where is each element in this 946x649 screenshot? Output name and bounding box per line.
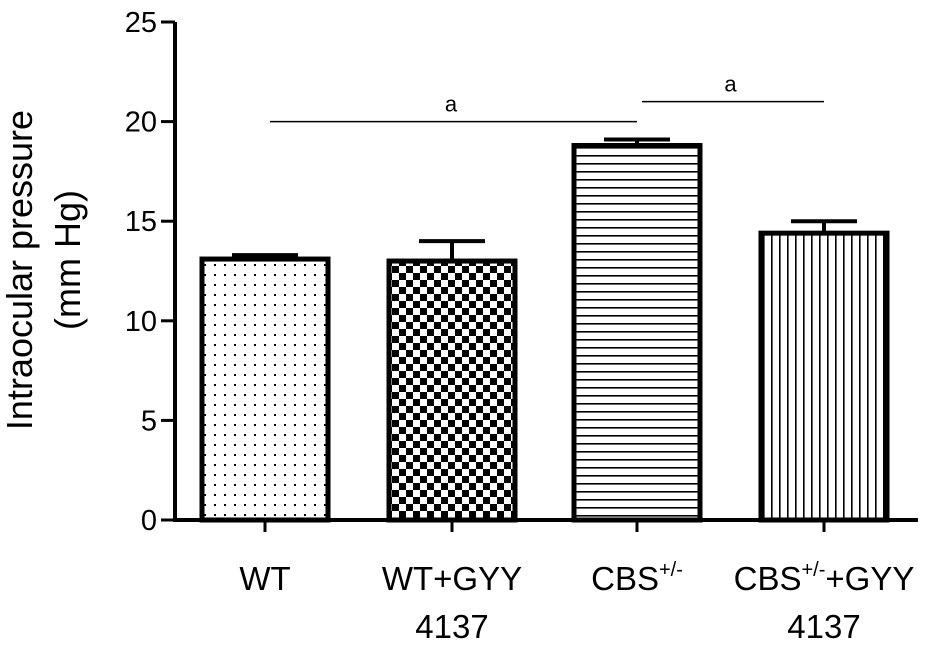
x-tick-label: CBS+/-+GYY bbox=[734, 559, 915, 597]
x-tick-label-superscript: +/- bbox=[659, 559, 683, 581]
x-tick-label-main: WT+GYY bbox=[382, 560, 522, 597]
y-axis-label-line2: (mm Hg) bbox=[47, 190, 88, 330]
x-tick-label-main: WT bbox=[239, 560, 290, 597]
y-tick-label: 10 bbox=[125, 306, 157, 338]
x-tick-label-main: CBS bbox=[734, 560, 802, 597]
x-tick-label: WT bbox=[239, 560, 290, 597]
y-tick-label: 0 bbox=[141, 505, 157, 537]
y-ticks: 0 5 10 15 20 25 bbox=[125, 7, 175, 537]
y-tick-label: 25 bbox=[125, 7, 157, 39]
bars bbox=[199, 143, 890, 523]
x-tick-label-superscript: +/- bbox=[801, 559, 825, 581]
y-tick-label: 20 bbox=[125, 107, 157, 139]
bar bbox=[571, 143, 703, 523]
bar bbox=[758, 230, 890, 523]
x-tick-label: CBS+/- bbox=[591, 559, 683, 597]
y-tick-label: 15 bbox=[125, 206, 157, 238]
significance-label: a bbox=[724, 72, 737, 97]
x-tick-label-main: CBS bbox=[591, 560, 659, 597]
x-tick-label: WT+GYY bbox=[382, 560, 522, 597]
x-tick-label-line2: 4137 bbox=[787, 608, 860, 645]
y-tick-label: 5 bbox=[141, 405, 157, 437]
x-tick-label-line2: 4137 bbox=[415, 608, 488, 645]
bar bbox=[199, 256, 331, 523]
x-tick-label-suffix: +GYY bbox=[825, 560, 914, 597]
significance-label: a bbox=[445, 92, 458, 117]
significance-markers: aa bbox=[270, 72, 824, 123]
error-bars bbox=[232, 137, 857, 262]
y-axis-label-line1: Intraocular pressure bbox=[0, 110, 40, 430]
bar bbox=[386, 258, 518, 523]
y-axis-label: Intraocular pressure (mm Hg) bbox=[0, 110, 88, 430]
